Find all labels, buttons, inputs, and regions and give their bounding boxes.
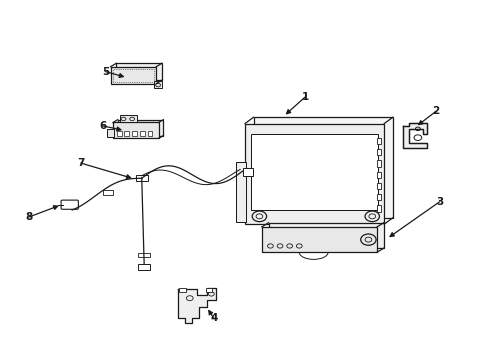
Bar bbox=[377, 183, 381, 189]
Bar bbox=[118, 120, 163, 136]
Bar bbox=[243, 168, 253, 176]
Bar bbox=[117, 131, 122, 136]
Bar bbox=[113, 122, 159, 138]
Bar bbox=[132, 131, 137, 136]
Bar bbox=[206, 288, 212, 292]
Bar bbox=[111, 67, 156, 84]
Bar bbox=[377, 194, 381, 201]
Bar bbox=[147, 131, 152, 136]
Bar bbox=[377, 149, 381, 155]
Bar bbox=[254, 117, 393, 218]
Bar bbox=[136, 175, 147, 181]
Bar bbox=[140, 131, 145, 136]
Text: 3: 3 bbox=[436, 197, 443, 207]
FancyBboxPatch shape bbox=[61, 200, 78, 209]
Bar bbox=[107, 129, 114, 136]
Bar bbox=[138, 253, 150, 257]
Bar bbox=[377, 138, 381, 144]
Bar bbox=[138, 264, 150, 270]
Bar bbox=[124, 131, 129, 136]
Bar bbox=[377, 171, 381, 178]
Text: 4: 4 bbox=[210, 313, 218, 323]
Bar bbox=[120, 116, 137, 122]
Bar bbox=[245, 123, 384, 224]
Bar bbox=[113, 68, 154, 82]
Text: 2: 2 bbox=[433, 106, 440, 116]
Bar bbox=[103, 190, 113, 195]
Text: 5: 5 bbox=[102, 67, 109, 77]
Bar bbox=[269, 223, 384, 248]
Polygon shape bbox=[403, 123, 427, 148]
Bar bbox=[377, 206, 381, 212]
Text: 1: 1 bbox=[301, 92, 309, 102]
Polygon shape bbox=[178, 288, 216, 323]
Bar bbox=[116, 63, 162, 80]
Text: 8: 8 bbox=[25, 212, 32, 222]
Text: 6: 6 bbox=[100, 121, 107, 131]
Bar bbox=[262, 227, 377, 252]
Bar bbox=[251, 134, 378, 210]
Text: 7: 7 bbox=[77, 158, 84, 168]
Bar bbox=[236, 162, 246, 222]
Bar bbox=[154, 81, 162, 88]
Bar bbox=[179, 288, 186, 292]
Bar bbox=[377, 160, 381, 167]
